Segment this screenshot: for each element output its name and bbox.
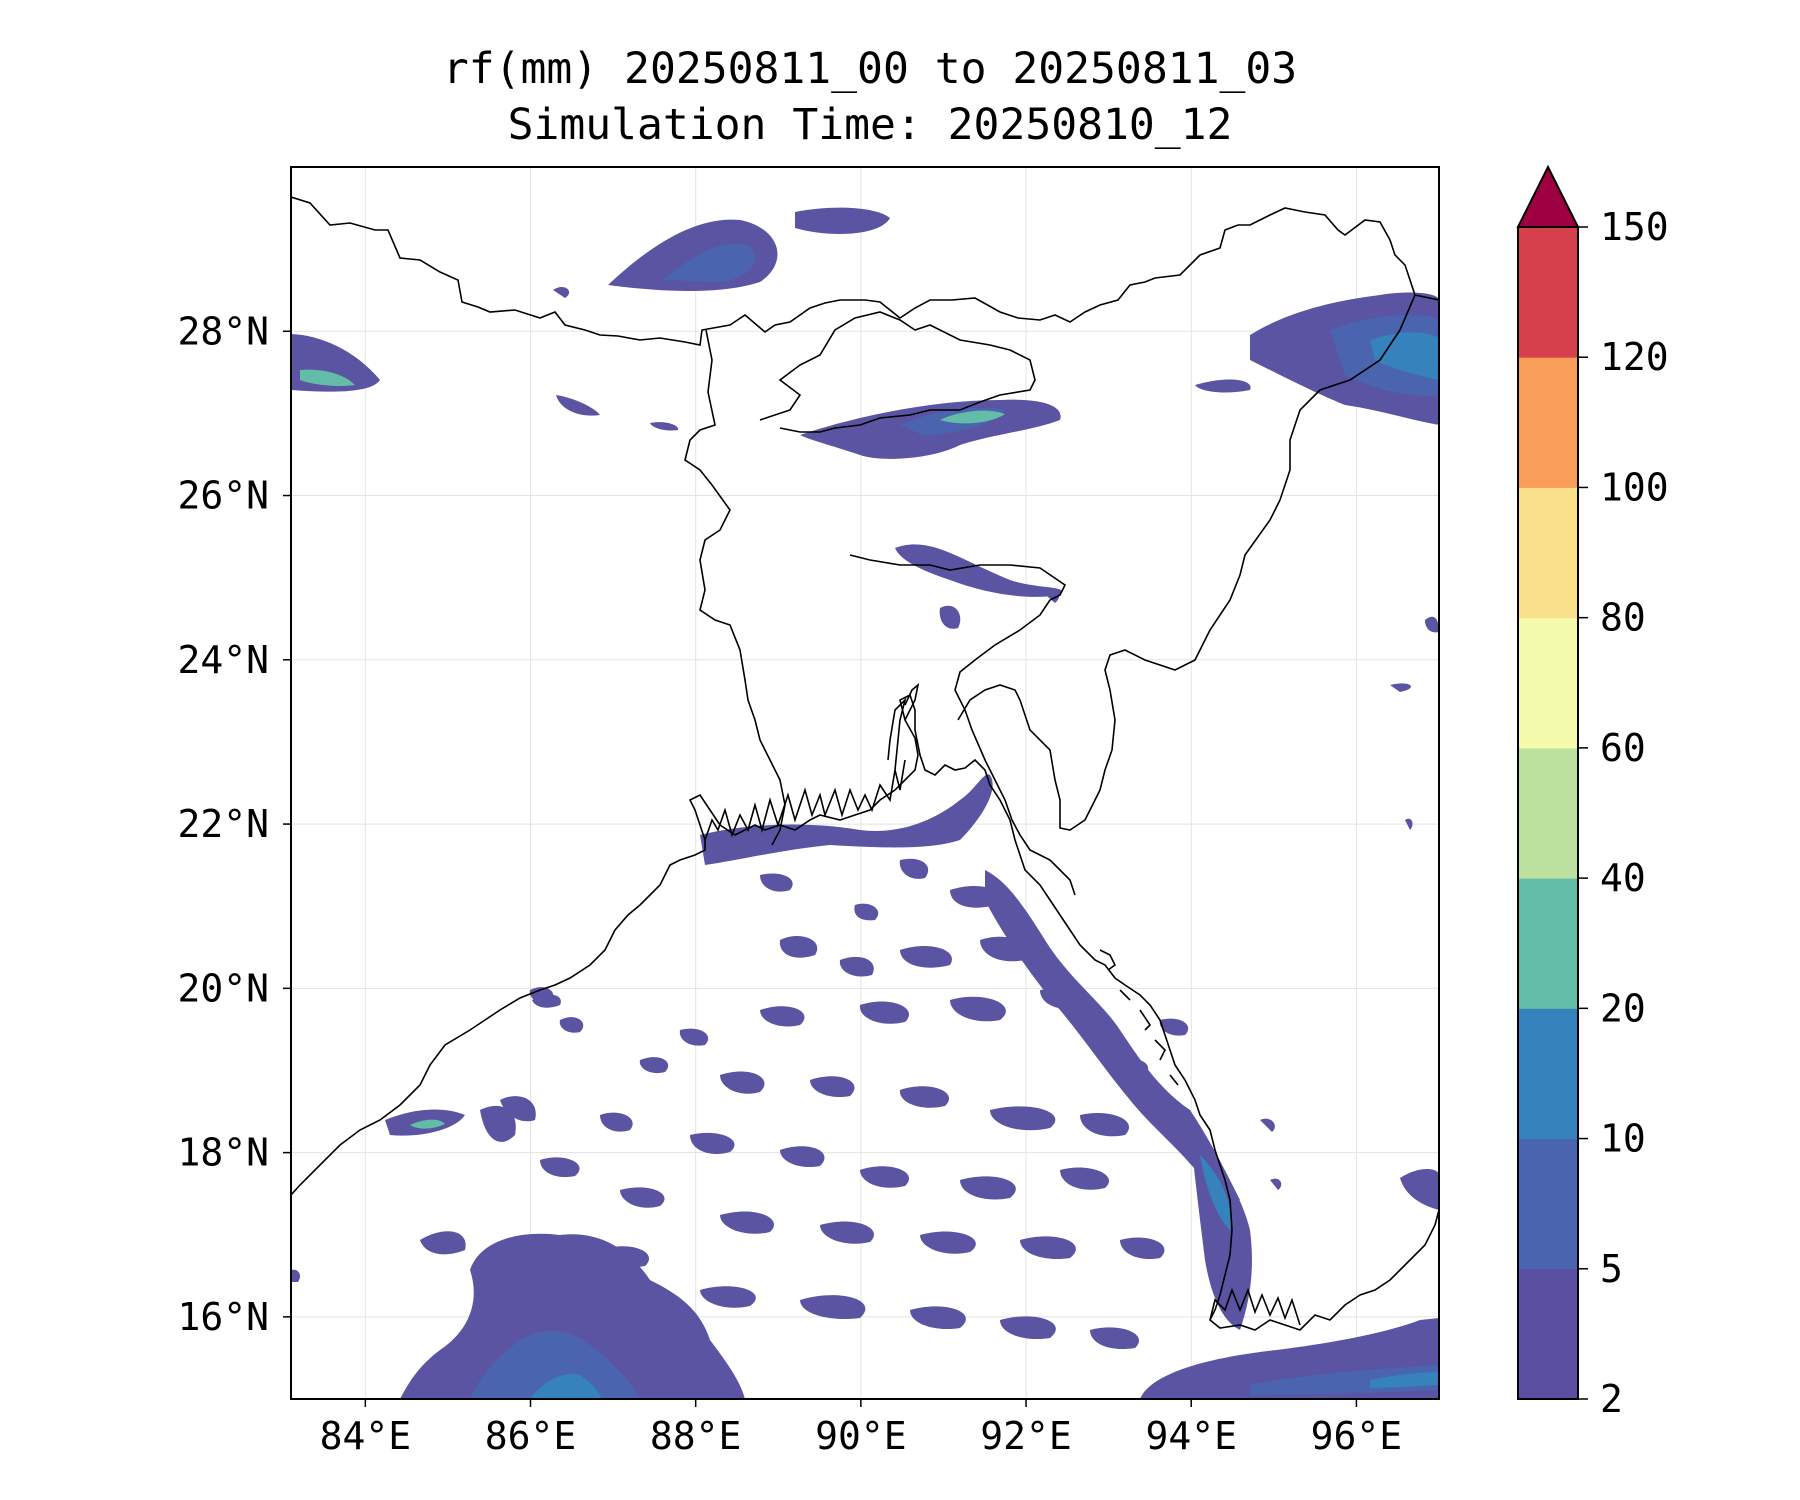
lon-tick-label: 90°E <box>815 1414 907 1458</box>
map-title-line1: rf(mm) 20250811_00 to 20250811_03 <box>442 44 1298 94</box>
rain-area <box>300 369 355 387</box>
rain-area <box>553 287 570 298</box>
colorbar-segment <box>1518 1138 1578 1270</box>
colorbar-tick-label: 150 <box>1600 205 1669 249</box>
colorbar-tick-label: 5 <box>1600 1247 1623 1291</box>
rain-area <box>1200 1155 1231 1230</box>
rain-area <box>500 1096 536 1122</box>
rain-area <box>1390 683 1411 692</box>
rain-area <box>1425 616 1439 633</box>
colorbar-segment <box>1518 617 1578 749</box>
colorbar: 2 5 10 20 40 60 80 100 120 150 <box>1516 164 1669 1421</box>
colorbar-segment <box>1518 878 1578 1009</box>
rain-area <box>1400 1169 1439 1210</box>
rain-area <box>940 410 1005 424</box>
colorbar-tick-label: 20 <box>1600 986 1646 1030</box>
lon-tick-label: 88°E <box>650 1414 742 1458</box>
lon-tick-label: 94°E <box>1145 1414 1237 1458</box>
rain-area <box>556 395 600 416</box>
gridlines <box>291 167 1439 1399</box>
colorbar-tick-label: 80 <box>1600 596 1646 640</box>
sundarbans-detail <box>704 759 906 841</box>
colorbar-tick-label: 40 <box>1600 856 1646 900</box>
rain-area <box>420 1231 466 1255</box>
colorbar-tick-label: 10 <box>1600 1117 1646 1161</box>
rain-area <box>530 1374 602 1399</box>
lon-tick-label: 84°E <box>320 1414 412 1458</box>
colorbar-segment <box>1518 1268 1578 1400</box>
rain-area <box>480 1105 516 1142</box>
latitude-axis: 28°N 26°N 24°N 22°N 20°N 18°N 16°N <box>177 309 291 1339</box>
northern-border <box>291 196 1439 346</box>
lat-tick-label: 16°N <box>177 1295 269 1339</box>
colorbar-segment <box>1518 747 1578 879</box>
india-bangladesh-border <box>684 329 786 846</box>
map-panel <box>290 166 1440 1400</box>
coastlines-and-borders <box>291 196 1439 1331</box>
longitude-axis: 84°E 86°E 88°E 90°E 92°E 94°E 96°E <box>320 1399 1403 1458</box>
rain-area <box>662 243 756 282</box>
rain-area <box>939 605 961 629</box>
rainfall-field <box>291 207 1439 1399</box>
colorbar-tick-label: 120 <box>1600 335 1669 379</box>
bhutan-border <box>759 311 1036 433</box>
myanmar-border <box>1289 294 1416 470</box>
colorbar-segment <box>1518 487 1578 619</box>
rain-area <box>895 544 1062 597</box>
lon-tick-label: 96°E <box>1311 1414 1403 1458</box>
rain-area <box>291 1269 301 1282</box>
colorbar-frame <box>1517 226 1579 1400</box>
map-title-line2: Simulation Time: 20250810_12 <box>507 100 1233 150</box>
river-mouth-detail <box>887 682 920 771</box>
lon-tick-label: 86°E <box>485 1414 577 1458</box>
lon-tick-label: 92°E <box>980 1414 1072 1458</box>
rain-area <box>1370 332 1439 380</box>
colorbar-tick-label: 100 <box>1600 465 1669 509</box>
colorbar-tick-label: 2 <box>1600 1377 1623 1421</box>
rain-area <box>1040 588 1060 603</box>
lat-tick-label: 22°N <box>177 802 269 846</box>
colorbar-segment <box>1518 1008 1578 1140</box>
rakhine-islands <box>1099 949 1179 1086</box>
lat-tick-label: 24°N <box>177 638 269 682</box>
colorbar-tick-label: 60 <box>1600 726 1646 770</box>
rain-area <box>795 207 890 234</box>
lat-tick-label: 20°N <box>177 966 269 1010</box>
rain-area <box>1405 818 1413 830</box>
colorbar-extend-arrow <box>1516 164 1580 228</box>
rain-area <box>1370 1372 1439 1388</box>
lat-tick-label: 28°N <box>177 309 269 353</box>
rain-area <box>470 1330 640 1399</box>
colorbar-segment <box>1518 357 1578 488</box>
meghalaya-border <box>849 554 1067 601</box>
bay-coastline <box>291 693 1439 1331</box>
ne-india-border <box>957 469 1291 831</box>
rain-area <box>532 994 561 1008</box>
irrawaddy-delta <box>1209 1287 1301 1326</box>
scattered-rain-cells <box>529 858 1282 1350</box>
rain-area <box>650 422 679 431</box>
colorbar-segment <box>1518 227 1578 358</box>
rain-area <box>1195 379 1251 393</box>
rain-area <box>985 870 1240 1201</box>
lat-tick-label: 26°N <box>177 474 269 518</box>
tripura-border <box>954 599 1076 896</box>
rain-area <box>410 1119 445 1129</box>
lat-tick-label: 18°N <box>177 1131 269 1175</box>
rain-area <box>400 1233 745 1399</box>
